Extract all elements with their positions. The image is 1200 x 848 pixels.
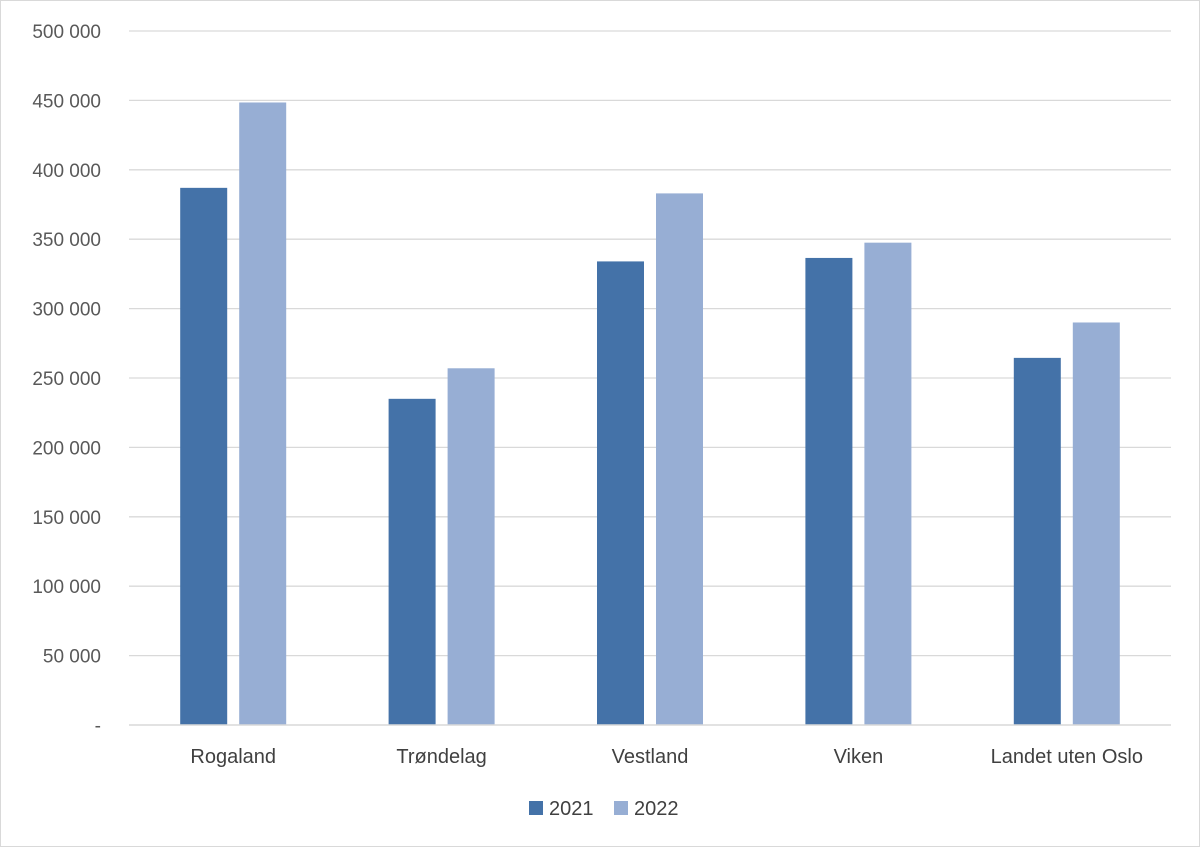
bar-2021-rogaland bbox=[180, 187, 228, 725]
y-tick-label: 150 000 bbox=[32, 508, 101, 529]
legend-label: 2022 bbox=[634, 798, 679, 820]
bar-2021-vestland bbox=[597, 261, 644, 725]
y-tick-label: 400 000 bbox=[32, 161, 101, 182]
y-axis-ticks: - 50 000 100 000 150 000 200 000 250 000 300 0… bbox=[32, 22, 101, 737]
y-tick-label: 450 000 bbox=[32, 91, 101, 112]
legend-swatch bbox=[614, 801, 628, 815]
y-tick-label: 500 000 bbox=[32, 22, 101, 43]
bar-2021-trøndelag bbox=[388, 398, 436, 725]
category-labels: Rogaland Trøndelag Vestland Viken Landet ute… bbox=[190, 746, 1143, 768]
y-tick-label: 300 000 bbox=[32, 300, 101, 321]
x-category-label: Vestland bbox=[612, 746, 689, 768]
gridlines bbox=[129, 30, 1171, 657]
bar-2022-vestland bbox=[656, 193, 703, 725]
legend-item-2021: 2021 bbox=[529, 798, 594, 820]
x-category-label: Landet uten Oslo bbox=[991, 746, 1143, 768]
bar-2021-landet-uten-oslo bbox=[1013, 357, 1061, 725]
legend-item-2022: 2022 bbox=[614, 798, 679, 820]
bar-2022-rogaland bbox=[239, 102, 287, 726]
legend: 2021 2022 bbox=[529, 798, 679, 820]
y-tick-label: 50 000 bbox=[43, 647, 101, 668]
x-category-label: Viken bbox=[834, 746, 884, 768]
bars bbox=[180, 102, 1120, 726]
x-category-label: Trøndelag bbox=[396, 746, 486, 768]
legend-label: 2021 bbox=[549, 798, 594, 820]
y-tick-label: 200 000 bbox=[32, 438, 101, 459]
bar-2021-viken bbox=[805, 257, 853, 725]
y-tick-label: 250 000 bbox=[32, 369, 101, 390]
y-tick-label: - bbox=[95, 716, 101, 737]
bar-2022-viken bbox=[864, 242, 912, 726]
x-category-label: Rogaland bbox=[190, 746, 276, 768]
y-tick-label: 350 000 bbox=[32, 230, 101, 251]
bar-2022-trøndelag bbox=[447, 368, 495, 725]
bar-2022-landet-uten-oslo bbox=[1072, 322, 1120, 725]
legend-swatch bbox=[529, 801, 543, 815]
y-tick-label: 100 000 bbox=[32, 577, 101, 598]
